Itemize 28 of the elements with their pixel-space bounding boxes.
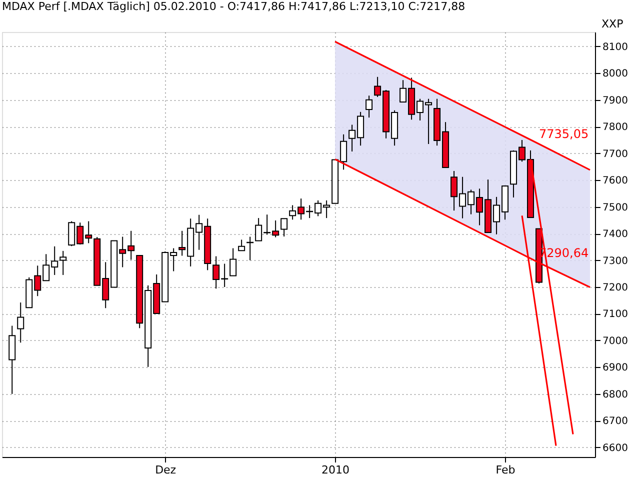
y-axis-title: XXP — [602, 18, 624, 30]
y-tick-label: 7900 — [602, 95, 628, 106]
y-tick-label: 7400 — [602, 229, 628, 240]
x-tick-label: 2010 — [322, 464, 350, 476]
y-tick-label: 8100 — [602, 42, 628, 53]
y-tick-label: 7000 — [602, 336, 628, 347]
data-label: 7735,05 — [539, 126, 589, 141]
candlestick — [280, 218, 288, 237]
x-tick-label: Dez — [155, 464, 176, 476]
y-tick-label: 8000 — [602, 68, 628, 80]
y-tick-label: 6700 — [602, 416, 628, 428]
y-tick-label: 6800 — [602, 389, 628, 400]
y-tick-label: 7600 — [602, 176, 628, 187]
y-tick-label: 7300 — [602, 256, 628, 267]
chart-title: MDAX Perf [.MDAX Täglich] 05.02.2010 - O:7417,86 H:7417,86 L:7213,10 C:7217,88 — [2, 0, 466, 13]
candlestick — [17, 302, 24, 344]
y-tick-label: 7800 — [602, 122, 628, 134]
candlestick — [238, 239, 246, 252]
candlestick — [246, 236, 254, 261]
y-tick-label: 7200 — [602, 282, 628, 294]
x-tick-label: Feb — [496, 464, 516, 476]
y-tick-label: 6600 — [602, 442, 628, 454]
candlestick — [366, 95, 373, 118]
y-tick-label: 7700 — [602, 148, 628, 160]
y-tick-label: 7500 — [602, 202, 628, 214]
y-tick-label: 6900 — [602, 362, 628, 374]
y-tick-label: 7100 — [602, 309, 628, 320]
candlestick — [230, 248, 237, 276]
